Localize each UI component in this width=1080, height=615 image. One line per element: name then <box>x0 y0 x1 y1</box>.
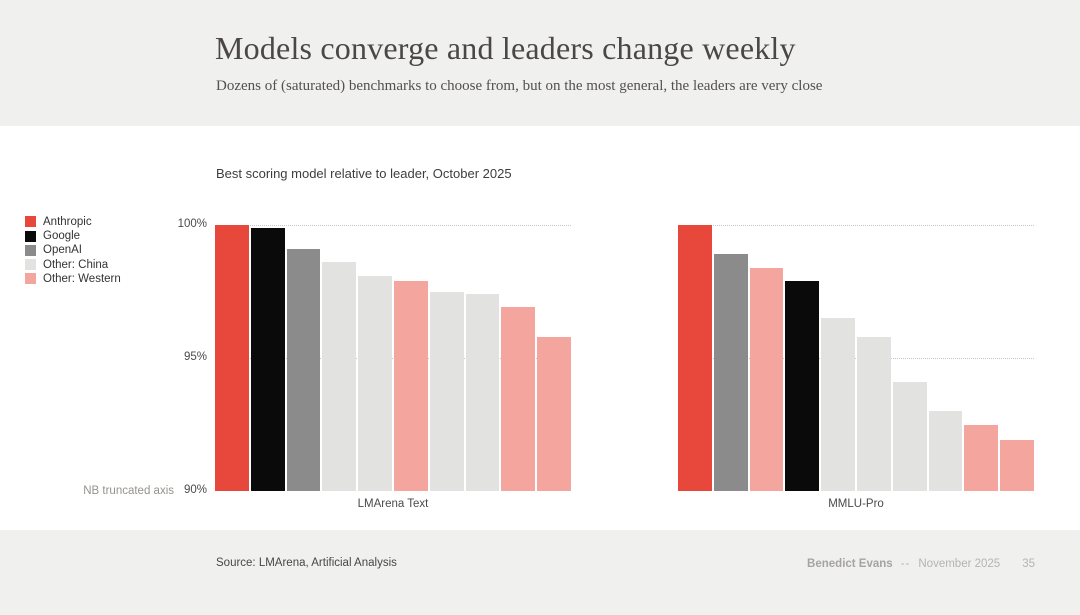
bar <box>358 275 392 491</box>
legend-item: Google <box>25 230 121 242</box>
bar <box>393 280 428 491</box>
bar <box>1000 440 1034 491</box>
footer-author: Benedict Evans <box>807 558 893 570</box>
y-axis-tick-100: 100% <box>177 218 207 230</box>
bar <box>785 280 820 491</box>
legend-swatch-icon <box>25 216 36 228</box>
slide-title: Models converge and leaders change weekl… <box>215 30 796 66</box>
bar <box>856 336 891 491</box>
bar <box>215 225 249 491</box>
x-axis-label: LMArena Text <box>357 498 429 510</box>
truncated-axis-note: NB truncated axis <box>83 485 174 497</box>
legend-item: OpenAI <box>25 244 121 257</box>
bar-group <box>678 225 1034 491</box>
legend-label: Google <box>43 230 81 243</box>
legend-item: Anthropic <box>25 216 121 228</box>
bar <box>322 262 357 491</box>
bar <box>928 411 963 491</box>
gridline-100pct <box>215 225 571 226</box>
bar <box>286 248 321 491</box>
footer: Benedict Evans -- November 2025 35 <box>807 558 1035 570</box>
bar <box>964 424 999 491</box>
bar-group <box>215 225 571 491</box>
bar-chart-mmlu-pro: MMLU-Pro <box>678 225 1034 510</box>
legend-label: Other: Western <box>43 272 121 285</box>
bar <box>537 336 571 491</box>
legend-item: Other: Western <box>25 273 121 285</box>
bar <box>429 291 464 491</box>
bar <box>250 227 285 491</box>
y-axis-tick-90: 90% <box>183 484 207 496</box>
bar <box>501 307 536 491</box>
gridline-100pct <box>678 225 1034 226</box>
bar <box>892 381 927 491</box>
legend-swatch-icon <box>25 259 36 271</box>
source-note: Source: LMArena, Artificial Analysis <box>216 557 397 569</box>
bar <box>749 267 784 491</box>
legend-swatch-icon <box>25 273 36 285</box>
bar <box>821 318 855 491</box>
bar <box>465 294 500 491</box>
footer-date: November 2025 <box>918 558 1001 570</box>
gridline-95pct <box>215 358 571 359</box>
legend-label: Anthropic <box>43 215 92 228</box>
bar <box>713 254 748 491</box>
legend: Anthropic Google OpenAI Other: China Other: … <box>25 216 121 287</box>
bar <box>678 225 712 491</box>
footer-dash: -- <box>900 558 911 570</box>
y-axis-tick-95: 95% <box>183 351 207 363</box>
legend-swatch-icon <box>25 230 36 242</box>
chart-heading: Best scoring model relative to leader, O… <box>216 166 512 181</box>
legend-item: Other: China <box>25 259 121 271</box>
legend-label: OpenAI <box>43 244 82 257</box>
x-axis-label: MMLU-Pro <box>828 498 884 510</box>
page-number: 35 <box>1022 558 1035 570</box>
gridline-95pct <box>678 358 1034 359</box>
legend-label: Other: China <box>43 258 109 271</box>
slide-subtitle: Dozens of (saturated) benchmarks to choo… <box>216 78 823 94</box>
bar-chart-lmarena-text: LMArena Text <box>215 225 571 510</box>
legend-swatch-icon <box>25 244 36 256</box>
